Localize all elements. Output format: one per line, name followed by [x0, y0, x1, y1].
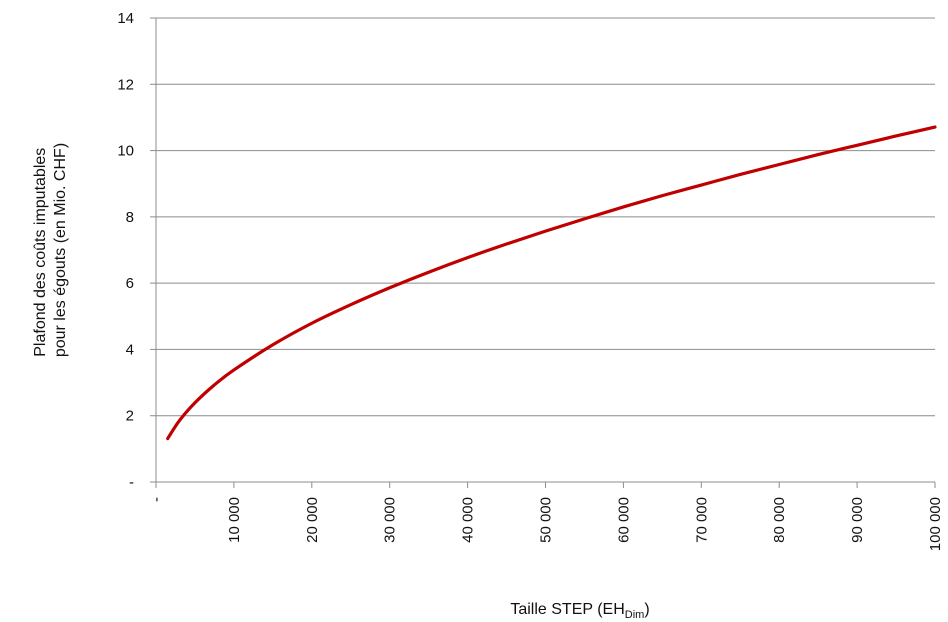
series-group — [166, 125, 937, 441]
x-axis-title-subscript: Dim — [625, 609, 645, 621]
x-tick-labels: - 10 000 20 000 30 000 40 000 50 000 60 000 70 … — [148, 497, 944, 551]
x-tick-label: 100 000 — [927, 497, 944, 551]
y-axis-title: Plafond des coûts imputables pour les ég… — [32, 143, 69, 357]
y-axis-title-line-1: Plafond des coûts imputables — [32, 148, 49, 357]
x-tick-label: 10 000 — [226, 497, 243, 543]
x-tick-label: 30 000 — [382, 497, 399, 543]
x-axis-title-main: Taille STEP (EH — [510, 601, 624, 618]
x-tick-label: 90 000 — [849, 497, 866, 543]
y-tick-label: 12 — [117, 76, 134, 93]
y-tick-label: 4 — [126, 341, 134, 358]
x-axis-title: Taille STEP (EHDim) — [510, 601, 649, 621]
y-tick-label: 8 — [126, 209, 134, 226]
y-tick-label: 10 — [117, 143, 134, 160]
x-tick-label: 40 000 — [460, 497, 477, 543]
y-tick-label: 6 — [126, 275, 134, 292]
x-tick-label: 70 000 — [693, 497, 710, 543]
axes — [150, 17, 936, 488]
grid — [156, 17, 935, 417]
y-tick-label: 2 — [126, 408, 134, 425]
x-tick-label: - — [148, 497, 165, 502]
x-tick-label: 50 000 — [538, 497, 555, 543]
x-axis-title-suffix: ) — [644, 601, 649, 618]
y-tick-labels: - 2 4 6 8 10 12 14 — [117, 10, 134, 491]
series-line — [166, 125, 937, 441]
x-tick-label: 60 000 — [615, 497, 632, 543]
x-tick-label: 80 000 — [771, 497, 788, 543]
y-tick-label: 14 — [117, 10, 134, 27]
x-tick-label: 20 000 — [304, 497, 321, 543]
y-tick-label: - — [129, 474, 134, 491]
y-axis-title-line-2: pour les égouts (en Mio. CHF) — [52, 143, 69, 357]
